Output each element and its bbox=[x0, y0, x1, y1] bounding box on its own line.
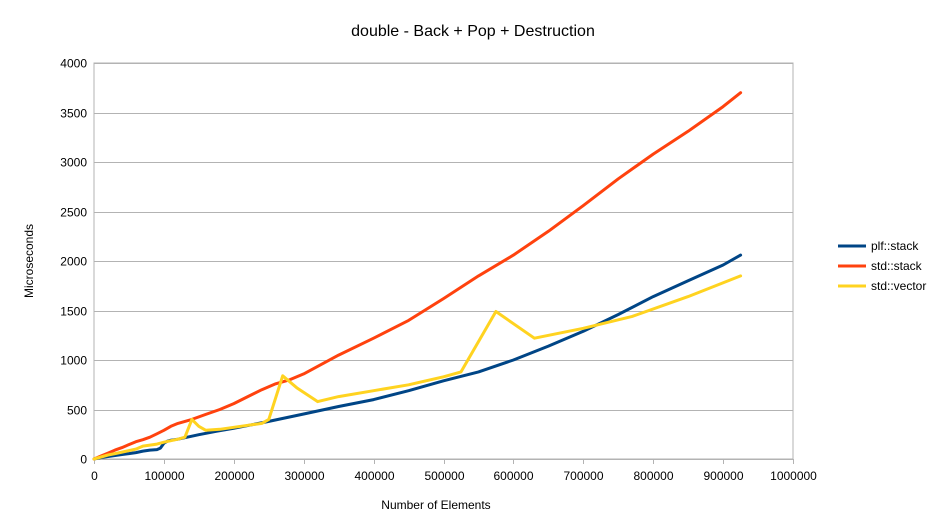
y-tick-label: 1000 bbox=[60, 354, 87, 368]
y-tick-label: 4000 bbox=[60, 57, 87, 71]
x-tick-label: 500000 bbox=[424, 469, 464, 483]
x-tick-label: 600000 bbox=[493, 469, 533, 483]
x-tick-label: 400000 bbox=[354, 469, 394, 483]
x-tick-label: 0 bbox=[91, 469, 98, 483]
y-tick-label: 3500 bbox=[60, 107, 87, 121]
x-tick-label: 800000 bbox=[633, 469, 673, 483]
y-tick-label: 0 bbox=[80, 453, 87, 467]
series-line-plf-stack bbox=[92, 253, 743, 461]
x-tick-label: 1000000 bbox=[770, 469, 817, 483]
chart-title: double - Back + Pop + Destruction bbox=[351, 23, 595, 40]
y-tick-label: 2500 bbox=[60, 206, 87, 220]
y-axis-label: Microseconds bbox=[22, 224, 36, 298]
legend-label-std-stack: std::stack bbox=[871, 259, 923, 273]
y-tick-label: 3000 bbox=[60, 156, 87, 170]
y-axis-ticks: 0 500 1000 1500 2000 2500 3000 3500 4000 bbox=[60, 57, 87, 467]
series-lines bbox=[92, 91, 743, 461]
x-axis-label: Number of Elements bbox=[381, 498, 490, 512]
legend-label-plf-stack: plf::stack bbox=[871, 239, 919, 253]
x-tick-label: 900000 bbox=[703, 469, 743, 483]
series-line-std-vector bbox=[92, 274, 743, 461]
legend-label-std-vector: std::vector bbox=[871, 279, 926, 293]
y-tick-label: 2000 bbox=[60, 255, 87, 269]
y-tick-label: 500 bbox=[67, 404, 87, 418]
plot-area-border bbox=[93, 62, 794, 460]
series-line-std-stack bbox=[92, 91, 743, 461]
x-axis-ticks: 0 100000 200000 300000 400000 500000 600000 700… bbox=[91, 459, 817, 483]
y-tick-label: 1500 bbox=[60, 305, 87, 319]
x-tick-label: 700000 bbox=[563, 469, 603, 483]
x-tick-label: 300000 bbox=[284, 469, 324, 483]
x-tick-label: 200000 bbox=[214, 469, 254, 483]
x-tick-label: 100000 bbox=[144, 469, 184, 483]
